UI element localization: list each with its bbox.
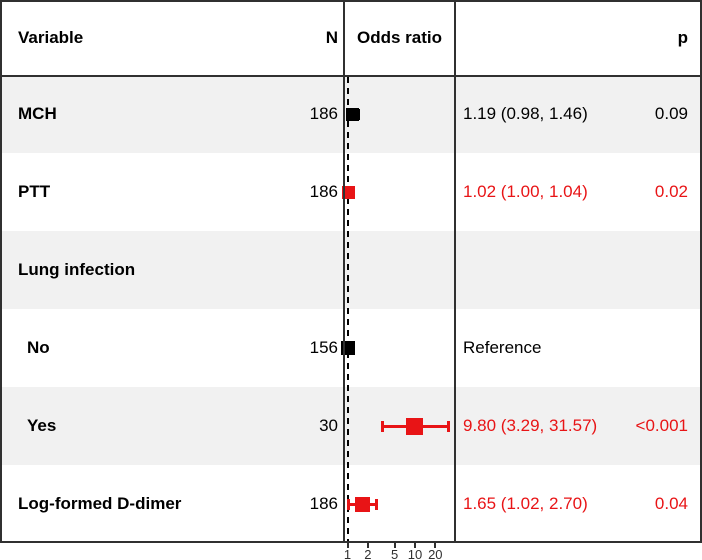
axis-tick xyxy=(434,543,437,548)
reference-line-or-1 xyxy=(346,77,349,543)
row-n xyxy=(218,231,338,309)
row-p: <0.001 xyxy=(635,416,688,435)
forest-marker xyxy=(405,417,423,435)
row-estimate: 1.19 (0.98, 1.46) xyxy=(463,104,588,123)
row-n: 186 xyxy=(309,182,338,201)
row-label: Yes xyxy=(27,416,57,435)
axis-tick xyxy=(366,543,369,548)
axis-tick xyxy=(346,543,349,548)
axis-tick-label: 5 xyxy=(391,547,399,560)
row-n: 30 xyxy=(319,416,338,435)
column-header-n: N xyxy=(325,28,338,47)
row-p: 0.04 xyxy=(654,494,688,513)
axis-tick-label: 2 xyxy=(364,547,372,560)
ci-cap-low xyxy=(381,420,385,432)
row-stripe xyxy=(0,231,702,309)
row-estimate: 9.80 (3.29, 31.57) xyxy=(463,416,598,435)
row-p: 0.02 xyxy=(654,182,688,201)
ci-cap-high xyxy=(374,498,378,510)
header-divider xyxy=(0,75,702,77)
column-divider-right xyxy=(454,0,456,543)
column-header-p: p xyxy=(677,28,688,47)
row-n: 156 xyxy=(309,338,338,357)
ci-cap-low xyxy=(347,498,351,510)
row-p xyxy=(598,309,688,387)
row-estimate: 1.65 (1.02, 2.70) xyxy=(463,494,588,513)
column-header-variable: Variable xyxy=(18,28,84,47)
axis-tick-label: 10 xyxy=(407,547,423,560)
axis-tick xyxy=(414,543,416,548)
row-label: No xyxy=(27,338,50,357)
row-p xyxy=(598,231,688,309)
row-n: 186 xyxy=(309,494,338,513)
row-estimate: Reference xyxy=(463,338,542,357)
row-label: Lung infection xyxy=(18,260,136,279)
ci-cap-high xyxy=(446,420,450,432)
row-label: PTT xyxy=(18,182,51,201)
row-p: 0.09 xyxy=(654,104,688,123)
column-header-odds-ratio: Odds ratio xyxy=(356,28,442,47)
forest-marker xyxy=(346,107,360,121)
row-estimate: 1.02 (1.00, 1.04) xyxy=(463,182,588,201)
axis-tick-label: 1 xyxy=(343,547,352,560)
column-divider-left xyxy=(343,0,345,543)
row-label: MCH xyxy=(18,104,57,123)
row-n: 186 xyxy=(309,104,338,123)
axis-tick-label: 20 xyxy=(428,547,443,560)
axis-tick xyxy=(393,543,396,548)
row-label: Log-formed D-dimer xyxy=(18,494,182,513)
row-stripe xyxy=(0,387,702,465)
forest-marker xyxy=(354,496,370,512)
